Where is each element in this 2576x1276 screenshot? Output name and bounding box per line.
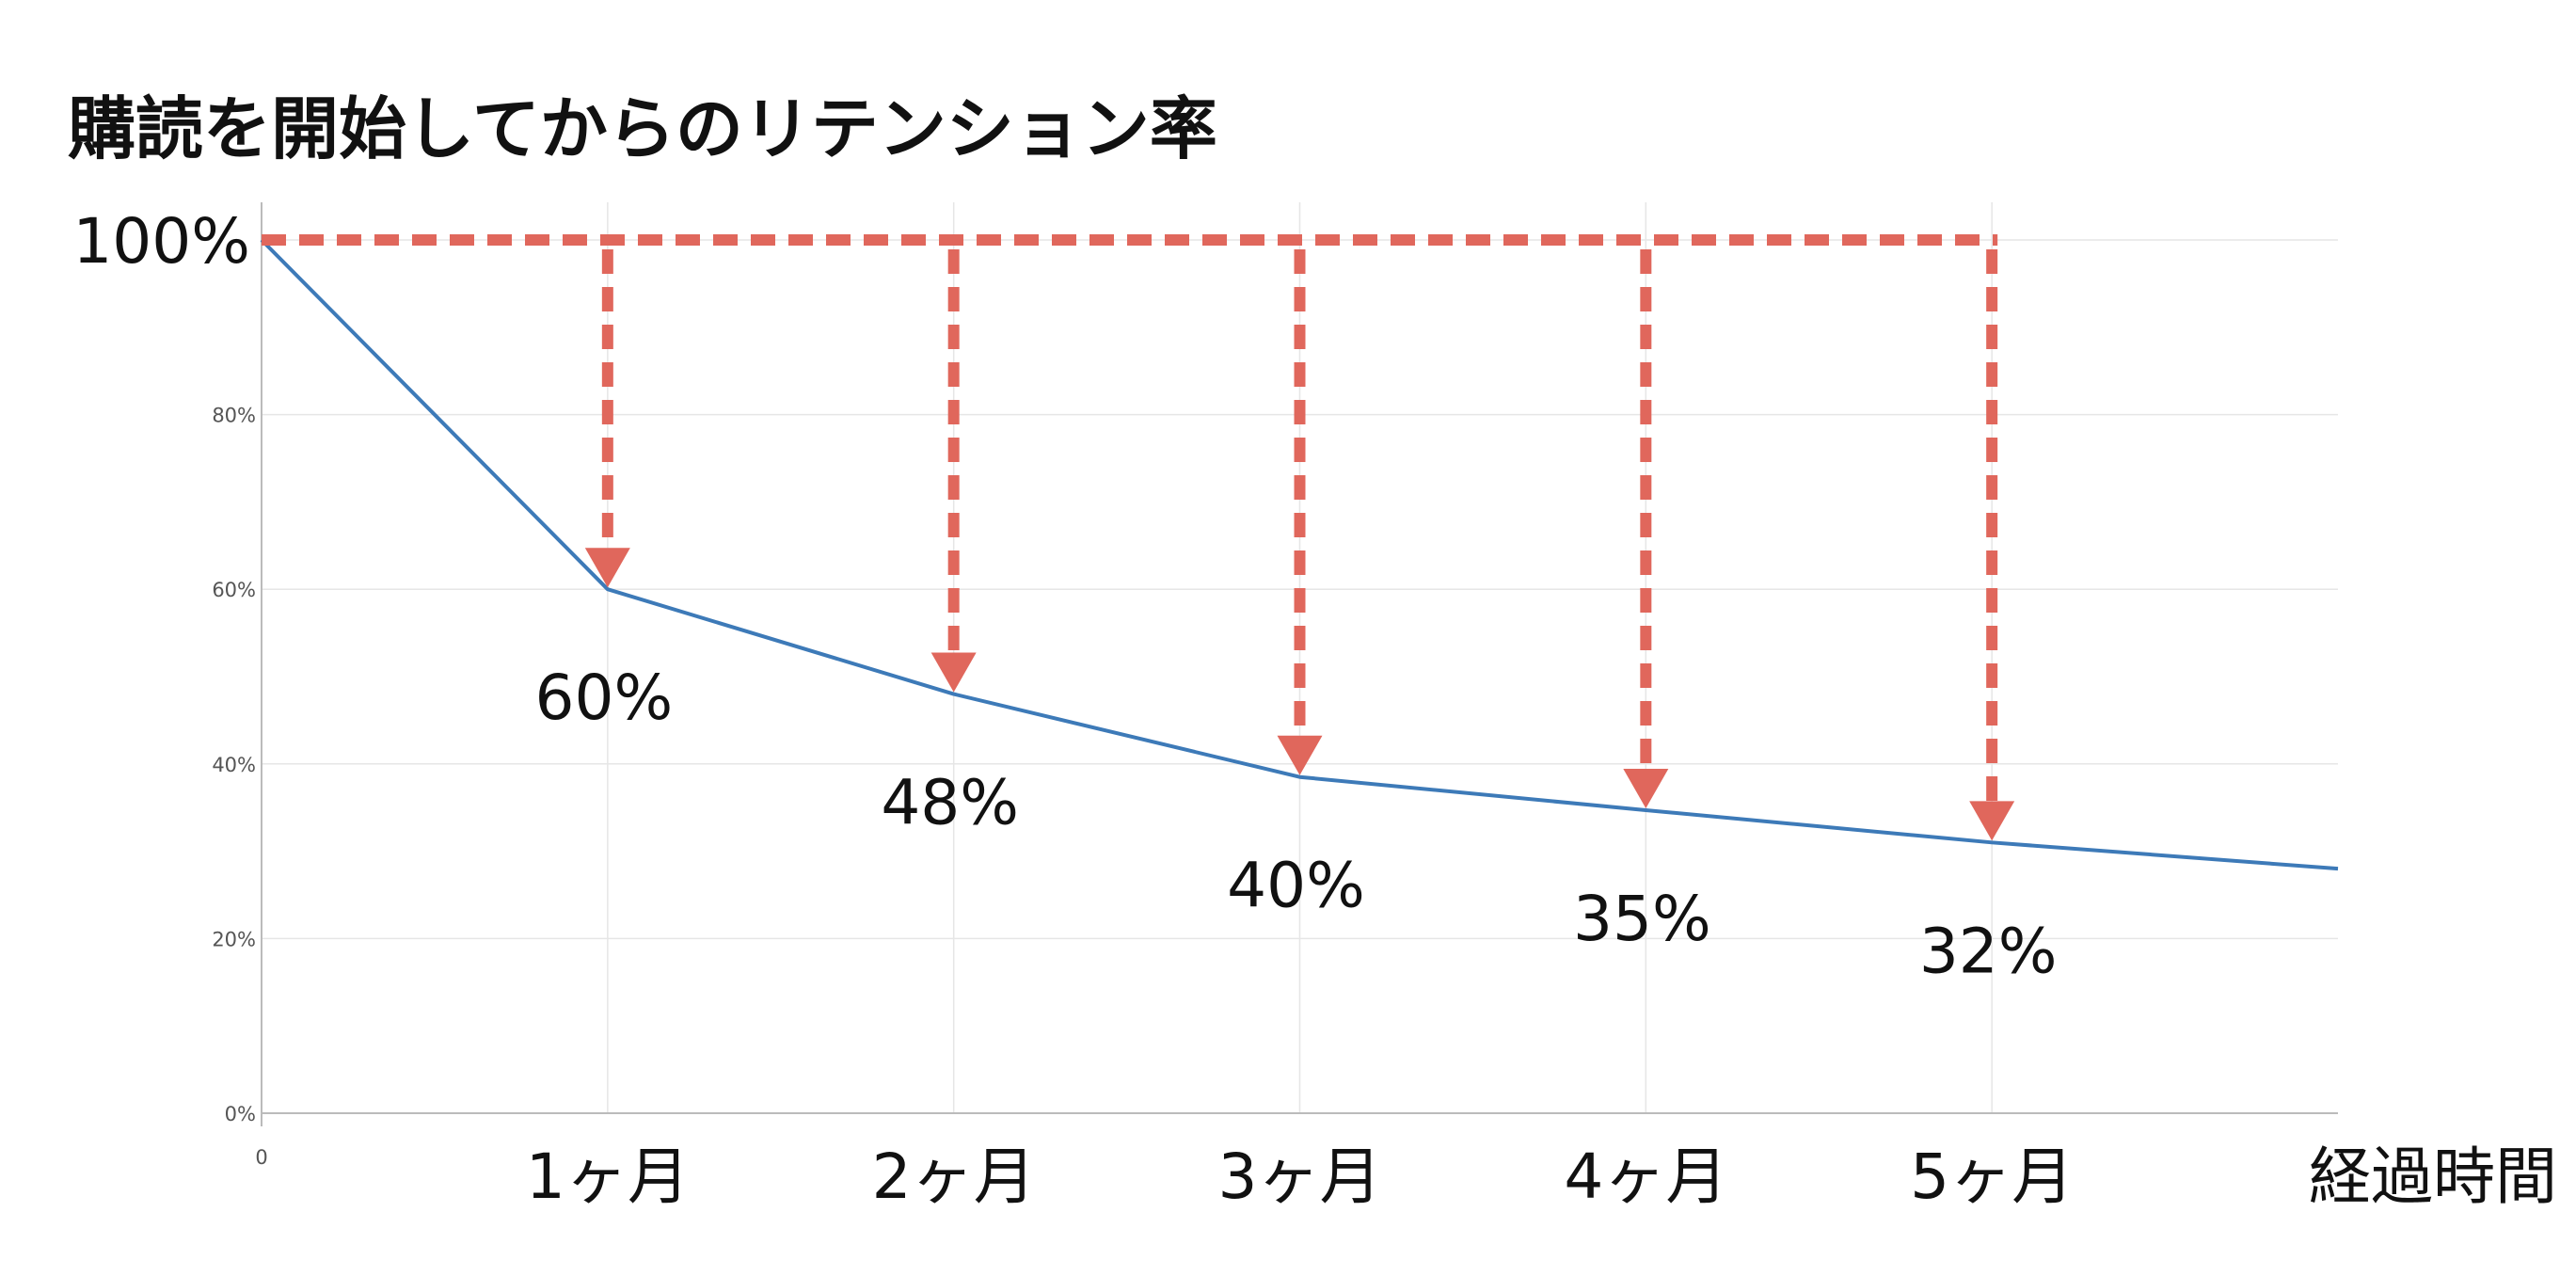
series xyxy=(260,238,2339,871)
x-tick-label: 5ヶ月 xyxy=(1910,1140,2074,1213)
x-tick-label: 3ヶ月 xyxy=(1218,1140,1382,1213)
chart-title: 購読を開始してからのリテンション率 xyxy=(68,89,1217,168)
labels: 60% 48% 40% 35% 32% xyxy=(534,662,2057,987)
y-tick-label: 80% xyxy=(212,405,256,427)
x-tick-label: 経過時間 xyxy=(2309,1140,2557,1213)
x-tick-label: 0 xyxy=(255,1146,267,1169)
axes: 0% 20% 40% 60% 80% 100% 0 1ヶ月 2ヶ月 3ヶ月 4ヶ月 5ヶ月 経過時間 xyxy=(72,202,2557,1213)
data-label: 32% xyxy=(1919,915,2058,987)
arrow-head xyxy=(1623,768,1669,808)
retention-line xyxy=(260,238,2339,871)
arrow-head xyxy=(930,652,977,693)
data-label: 35% xyxy=(1573,883,1711,955)
data-label: 48% xyxy=(881,767,1019,839)
data-label: 60% xyxy=(534,662,673,734)
x-tick-label: 4ヶ月 xyxy=(1564,1140,1727,1213)
data-label: 40% xyxy=(1227,850,1365,922)
y-tick-label: 100% xyxy=(72,205,250,278)
arrow-head xyxy=(1277,735,1323,775)
x-tick-label: 1ヶ月 xyxy=(526,1140,690,1213)
arrow-head xyxy=(1969,801,2015,841)
y-tick-label: 60% xyxy=(212,579,256,601)
annotations xyxy=(262,234,2015,841)
y-tick-label: 20% xyxy=(212,928,256,950)
x-tick-label: 2ヶ月 xyxy=(872,1140,1036,1213)
y-tick-label: 40% xyxy=(212,754,256,776)
y-tick-label: 0% xyxy=(225,1103,256,1125)
arrow-head xyxy=(584,548,630,588)
